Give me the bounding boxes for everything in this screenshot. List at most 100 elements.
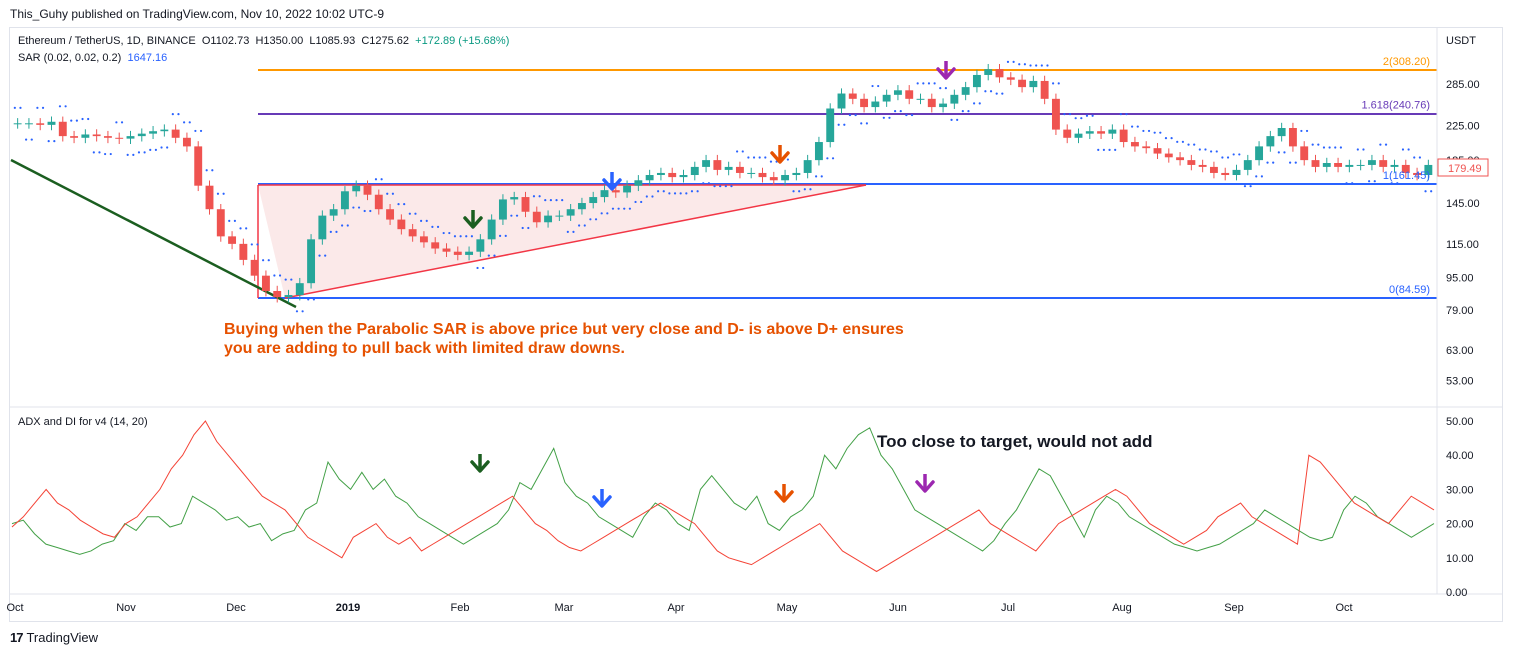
- fib-level-label: 2(308.20): [1383, 56, 1430, 68]
- sar-dot: [487, 254, 490, 257]
- sar-dot: [1249, 185, 1252, 188]
- sar-dot: [81, 117, 84, 121]
- candle-body: [386, 209, 395, 220]
- sar-dot: [19, 106, 22, 109]
- candle-body: [352, 185, 361, 192]
- sar-dot: [719, 185, 722, 188]
- sar-dot: [143, 151, 146, 154]
- tradingview-footer[interactable]: 17 TradingView: [10, 630, 98, 645]
- sar-dot: [115, 121, 118, 124]
- parabolic-sar-dots: [13, 60, 1433, 313]
- sar-dot: [1023, 63, 1026, 66]
- candle-body: [792, 172, 801, 176]
- main-annotation-line1: Buying when the Parabolic SAR is above p…: [224, 321, 904, 338]
- sar-label: SAR (0.02, 0.02, 0.2): [18, 52, 122, 64]
- candle-body: [1243, 160, 1252, 170]
- candle-body: [1085, 131, 1094, 134]
- candle-body: [453, 251, 462, 255]
- sar-dot: [1418, 156, 1421, 159]
- candle-body: [837, 93, 846, 109]
- candle-body: [668, 172, 677, 178]
- candle-body: [1345, 164, 1354, 167]
- candle-body: [814, 142, 823, 161]
- candles: [13, 63, 1433, 303]
- open-label: O: [201, 35, 211, 47]
- sar-dot: [222, 192, 225, 195]
- sar-dot: [1063, 113, 1066, 116]
- sar-dot: [1176, 140, 1179, 143]
- time-tick-label: Apr: [667, 602, 684, 614]
- candle-body: [137, 133, 146, 137]
- candle-body: [1153, 148, 1162, 154]
- sar-dot: [228, 219, 231, 222]
- sar-dot: [1012, 60, 1015, 63]
- sar-dot: [685, 192, 688, 195]
- sar-dot: [837, 123, 840, 126]
- sar-dot: [933, 82, 936, 85]
- candle-body: [939, 103, 948, 108]
- sar-dot: [1283, 151, 1286, 154]
- time-tick-label: Aug: [1112, 602, 1132, 614]
- candle-body: [1130, 142, 1139, 147]
- candle-body: [92, 134, 101, 137]
- close-label: C: [361, 35, 370, 47]
- candle-body: [1255, 146, 1264, 161]
- sar-dot: [843, 123, 846, 126]
- sar-dot: [826, 157, 829, 160]
- sar-dot: [1018, 63, 1021, 66]
- candle-body: [182, 137, 191, 147]
- sar-dot: [374, 178, 378, 181]
- sar-dot: [1074, 117, 1077, 120]
- sar-dot: [1080, 117, 1083, 120]
- sar-dot: [673, 192, 677, 195]
- candle-body: [24, 123, 33, 125]
- candle-body: [1108, 129, 1117, 134]
- sar-dot: [431, 225, 434, 228]
- sar-dot: [442, 231, 445, 235]
- time-tick-label: Oct: [6, 602, 23, 614]
- candle-body: [905, 90, 914, 99]
- sar-dot: [1125, 113, 1128, 116]
- candle-body: [442, 248, 451, 252]
- sar-dot: [476, 266, 479, 270]
- price-tick-label: 145.00: [1446, 198, 1480, 210]
- sar-dot: [1255, 175, 1258, 178]
- candle-body: [860, 98, 869, 108]
- candle-body: [273, 290, 282, 298]
- price-tick-label: 115.00: [1446, 239, 1479, 251]
- sar-dot: [53, 140, 56, 143]
- sar-dot: [1131, 125, 1134, 128]
- candle-body: [36, 123, 45, 125]
- candle-body: [374, 194, 383, 210]
- sar-dot: [1430, 190, 1433, 193]
- sar-dot: [391, 192, 394, 195]
- sar-dot: [1345, 182, 1348, 185]
- candle-body: [690, 166, 699, 176]
- sar-dot: [1052, 82, 1055, 85]
- sar-dot: [651, 195, 654, 198]
- candle-body: [160, 129, 169, 132]
- sar-dot: [324, 254, 327, 257]
- sar-dot: [645, 195, 648, 198]
- sar-dot: [668, 192, 671, 195]
- down-arrow-icon: [602, 172, 622, 191]
- candle-body: [1187, 160, 1196, 165]
- candle-body: [713, 160, 722, 170]
- candle-body: [611, 190, 620, 193]
- down-arrow-icon: [774, 484, 794, 503]
- sar-dot: [205, 169, 208, 172]
- sar-dot: [307, 298, 310, 301]
- candle-body: [623, 185, 632, 193]
- candle-body: [1051, 98, 1060, 130]
- adx-legend: ADX and DI for v4 (14, 20): [18, 416, 148, 428]
- sar-dot: [939, 87, 942, 90]
- sar-dot: [1102, 148, 1105, 152]
- candle-body: [521, 197, 530, 212]
- sar-dot: [380, 178, 383, 181]
- sar-dot: [1198, 148, 1201, 151]
- tradingview-logo-icon: 17: [10, 630, 24, 645]
- main-annotation: Buying when the Parabolic SAR is above p…: [224, 320, 904, 358]
- sar-dot: [583, 224, 586, 227]
- sar-dot: [724, 185, 727, 188]
